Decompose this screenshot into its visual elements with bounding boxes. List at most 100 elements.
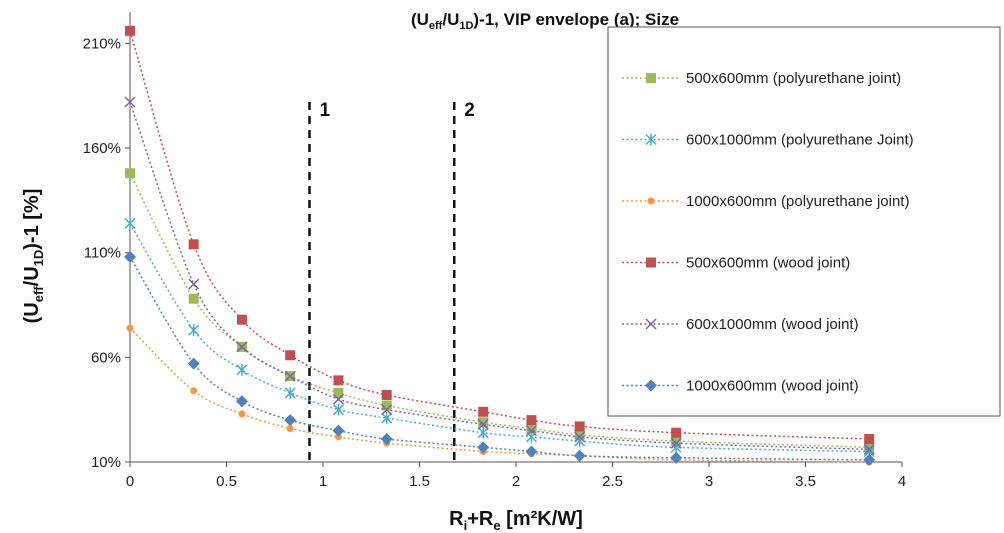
marker-square-shape (864, 433, 875, 444)
x-tick-label: 2 (512, 473, 520, 490)
axes: 10% 60% 110% 160% 210% 0 0.5 1 1.5 2 2.5 3 3.5 4 (83, 12, 906, 490)
data-point-series-1 (526, 423, 537, 434)
data-point-series-3 (286, 425, 294, 433)
marker-circle-shape (334, 433, 342, 441)
x-tick-label: 3 (705, 473, 713, 490)
x-axis-title-unit: [m²K/W] (501, 508, 583, 530)
marker-square-shape (478, 406, 489, 417)
marker-diamond-shape (477, 441, 490, 454)
legend-item-2: 600x1000mm (polyurethane Joint) (622, 132, 914, 149)
data-point-series-1 (671, 436, 682, 447)
series-line-6 (129, 256, 870, 461)
marker-square-shape (574, 421, 585, 432)
data-point-series-5 (381, 404, 393, 416)
legend-marker (646, 73, 656, 83)
x-tick-label: 3.5 (795, 473, 816, 490)
marker-square-shape (574, 429, 585, 440)
data-point-series-2 (284, 386, 296, 399)
marker-circle-shape (190, 387, 198, 395)
data-point-series-4 (574, 421, 585, 432)
data-point-series-1 (125, 168, 135, 179)
legend-marker (645, 379, 657, 392)
x-tick-label: 1 (319, 473, 327, 490)
data-point-series-2 (381, 412, 393, 425)
legend-item-5: 600x1000mm (wood joint) (622, 316, 859, 333)
marker-square-shape (125, 168, 135, 179)
marker-circle-shape (126, 324, 134, 332)
legend-item-4: 500x600mm (wood joint) (622, 255, 850, 272)
data-point-series-1 (574, 429, 585, 440)
y-axis-title-sub1: eff (31, 286, 46, 303)
marker-square-shape (333, 375, 344, 386)
chart-title-sub2: 1D (459, 20, 473, 32)
data-point-series-4 (478, 406, 489, 417)
x-tick-label: 0 (126, 473, 134, 490)
marker-diamond-shape (645, 379, 657, 392)
data-point-series-5 (863, 443, 875, 455)
data-point-series-5 (574, 431, 586, 443)
x-tick-label: 1.5 (409, 473, 430, 490)
data-point-series-6 (284, 414, 297, 427)
legend-label: 600x1000mm (wood joint) (686, 316, 859, 333)
data-point-series-4 (125, 25, 135, 36)
chart-title-sub1: eff (429, 20, 443, 32)
marker-diamond-shape (332, 424, 345, 437)
y-axis-title-sub2: 1D (31, 250, 46, 267)
x-tick-label: 0.5 (216, 473, 237, 490)
marker-x-stroke (332, 393, 344, 405)
data-point-series-4 (333, 375, 344, 386)
x-axis-title-r: R (449, 508, 464, 530)
x-axis-title-plus: +R (467, 508, 494, 530)
marker-x-stroke (188, 278, 200, 290)
y-axis-title-mid: /U (21, 266, 43, 286)
data-point-series-4 (671, 427, 682, 438)
legend-item-6: 1000x600mm (wood joint) (622, 378, 859, 395)
data-point-series-2 (332, 403, 344, 416)
data-point-series-5 (670, 437, 682, 449)
data-point-series-4 (381, 390, 392, 401)
legend-label: 500x600mm (polyurethane joint) (686, 70, 901, 87)
marker-diamond-shape (284, 414, 297, 427)
marker-square-shape (188, 293, 199, 304)
data-point-series-3 (238, 410, 246, 418)
data-point-series-3 (334, 433, 342, 441)
data-point-series-6 (332, 424, 345, 437)
marker-square-shape (333, 387, 344, 398)
data-point-series-5 (332, 393, 344, 405)
y-axis-title-tail: )-1 [%] (21, 189, 43, 250)
legend-marker (647, 197, 655, 205)
y-tick-label: 110% (84, 245, 121, 262)
legend-marker (646, 257, 656, 268)
marker-diamond-shape (380, 432, 393, 445)
chart-title-tail: )-1, VIP envelope (a); Size (473, 10, 679, 29)
marker-diamond-shape (235, 395, 248, 408)
legend-label: 600x1000mm (polyurethane Joint) (686, 132, 914, 149)
marker-circle-shape (238, 410, 246, 418)
marker-x-stroke (477, 418, 489, 430)
marker-square-shape (285, 350, 296, 361)
marker-x-stroke (236, 341, 248, 353)
data-point-series-6 (670, 451, 683, 464)
marker-square-shape (671, 436, 682, 447)
marker-square-shape (671, 427, 682, 438)
legend-marker (645, 318, 657, 330)
marker-x-stroke (284, 370, 296, 382)
y-axis-title: (Ueff/U1D)-1 [%] (21, 189, 46, 324)
y-tick-label: 160% (83, 140, 121, 157)
marker-diamond-shape (670, 451, 683, 464)
data-point-series-1 (188, 293, 199, 304)
marker-x-stroke (525, 425, 537, 437)
marker-square-shape (526, 415, 537, 426)
data-point-series-6 (380, 432, 393, 445)
marker-square-shape (478, 417, 489, 428)
chart-title: (Ueff/U1D)-1, VIP envelope (a); Size (411, 10, 679, 32)
marker-diamond-shape (573, 449, 586, 462)
marker-square-shape (125, 25, 135, 36)
data-point-series-2 (525, 430, 537, 443)
data-point-series-4 (526, 415, 537, 426)
data-point-series-2 (477, 426, 489, 439)
marker-x-stroke (381, 404, 393, 416)
y-tick-label: 10% (91, 454, 121, 471)
data-point-series-1 (333, 387, 344, 398)
